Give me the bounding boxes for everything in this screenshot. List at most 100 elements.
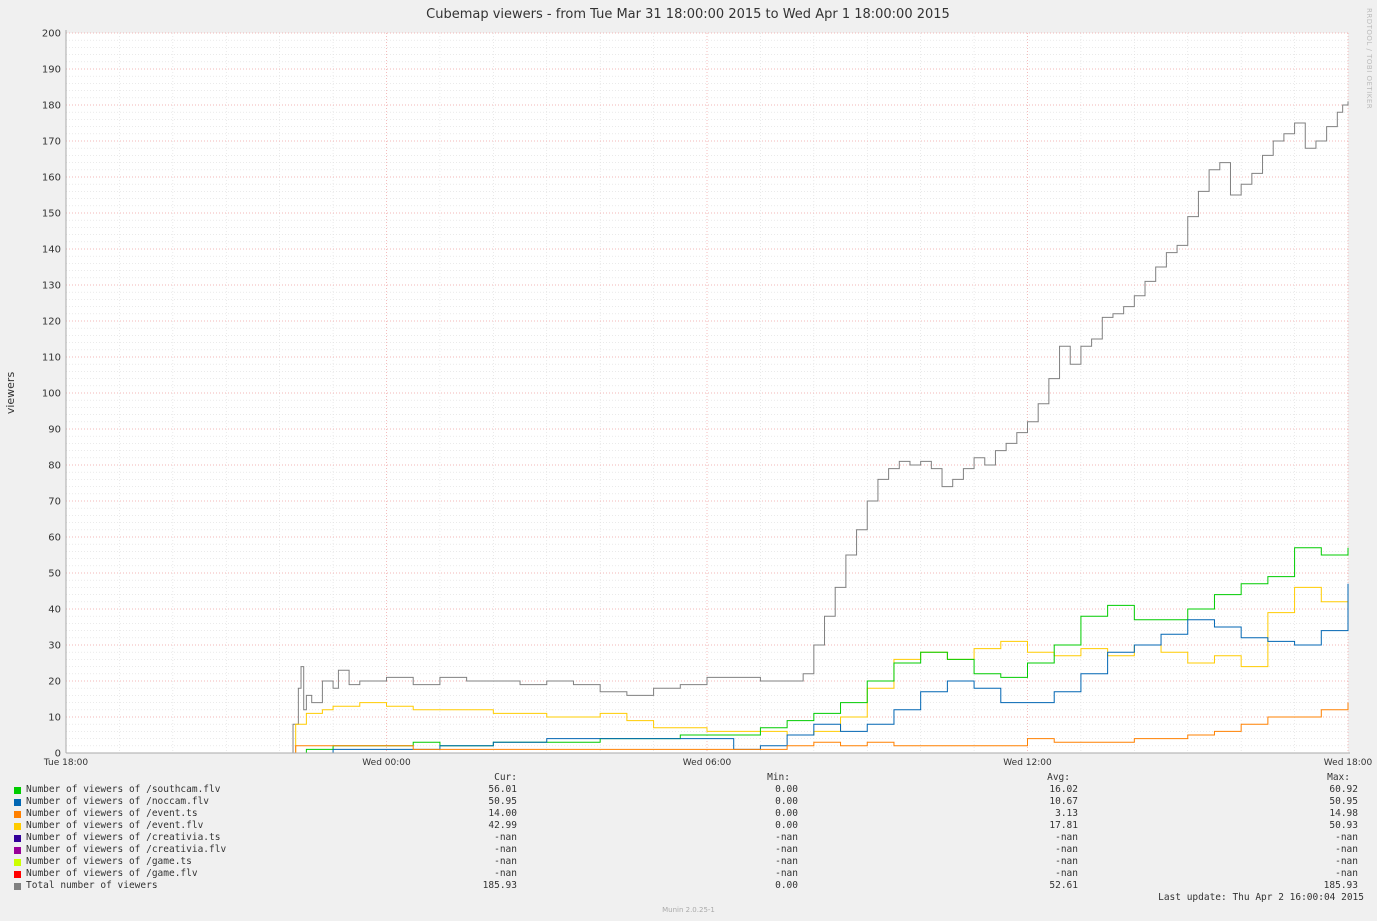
legend-value-avg: 3.13 xyxy=(1055,808,1078,819)
y-tick-label: 110 xyxy=(42,353,61,364)
y-tick-label: 90 xyxy=(48,425,61,436)
y-tick-label: 200 xyxy=(42,29,61,40)
y-tick-label: 0 xyxy=(55,749,61,760)
legend-value-max: 50.93 xyxy=(1329,820,1358,831)
y-tick-label: 160 xyxy=(42,173,61,184)
legend-value-max: 14.98 xyxy=(1329,808,1358,819)
x-tick-label: Wed 06:00 xyxy=(683,758,732,768)
legend-label: Total number of viewers xyxy=(26,880,158,891)
y-tick-label: 20 xyxy=(48,677,61,688)
legend-value-max: -nan xyxy=(1335,868,1358,879)
legend-label: Number of viewers of /game.ts xyxy=(26,856,192,867)
legend-header-max: Max: xyxy=(1327,772,1350,783)
legend-value-cur: 50.95 xyxy=(488,796,517,807)
y-tick-label: 120 xyxy=(42,317,61,328)
y-tick-label: 100 xyxy=(42,389,61,400)
legend-row: Number of viewers of /event.flv 42.99 0.00… xyxy=(0,820,1377,832)
legend-row: Number of viewers of /creativia.ts -nan -n… xyxy=(0,832,1377,844)
legend-row: Number of viewers of /game.ts -nan -nan -na… xyxy=(0,856,1377,868)
x-tick-label: Wed 00:00 xyxy=(362,758,411,768)
legend-label: Number of viewers of /event.ts xyxy=(26,808,198,819)
legend-value-avg: 16.02 xyxy=(1049,784,1078,795)
legend-value-min: -nan xyxy=(775,832,798,843)
legend-value-max: -nan xyxy=(1335,856,1358,867)
legend-value-avg: 17.81 xyxy=(1049,820,1078,831)
legend-swatch xyxy=(14,871,21,878)
series-line-0 xyxy=(66,101,1349,754)
y-tick-label: 60 xyxy=(48,533,61,544)
legend-value-min: -nan xyxy=(775,868,798,879)
legend-value-cur: 42.99 xyxy=(488,820,517,831)
legend-value-max: 185.93 xyxy=(1323,880,1358,891)
y-tick-label: 150 xyxy=(42,209,61,220)
y-tick-label: 50 xyxy=(48,569,61,580)
rrdtool-watermark: RRDTOOL / TOBI OETIKER xyxy=(1365,8,1373,110)
y-tick-label: 70 xyxy=(48,497,61,508)
series-line-4 xyxy=(66,702,1349,754)
legend-value-cur: 185.93 xyxy=(482,880,517,891)
legend-value-cur: 14.00 xyxy=(488,808,517,819)
legend-value-max: -nan xyxy=(1335,844,1358,855)
x-tick-label: Wed 18:00 xyxy=(1324,758,1373,768)
x-tick-label: Tue 18:00 xyxy=(43,758,88,768)
legend-value-max: 50.95 xyxy=(1329,796,1358,807)
chart-title: Cubemap viewers - from Tue Mar 31 18:00:… xyxy=(426,7,950,22)
legend-value-min: 0.00 xyxy=(775,796,798,807)
legend-row: Number of viewers of /creativia.flv -nan -… xyxy=(0,844,1377,856)
legend-row: Number of viewers of /event.ts 14.00 0.00 3… xyxy=(0,808,1377,820)
legend-swatch xyxy=(14,787,21,794)
legend-row: Number of viewers of /game.flv -nan -nan -n… xyxy=(0,868,1377,880)
legend-value-avg: -nan xyxy=(1055,844,1078,855)
legend-value-max: 60.92 xyxy=(1329,784,1358,795)
grid-lines xyxy=(65,32,1349,754)
legend-value-min: 0.00 xyxy=(775,784,798,795)
legend-label: Number of viewers of /creativia.ts xyxy=(26,832,221,843)
y-tick-label: 170 xyxy=(42,137,61,148)
y-tick-label: 130 xyxy=(42,281,61,292)
y-tick-label: 190 xyxy=(42,65,61,76)
series-lines xyxy=(66,101,1349,754)
legend-swatch xyxy=(14,835,21,842)
munin-version: Munin 2.0.25-1 xyxy=(662,906,715,914)
y-axis-label: viewers xyxy=(4,372,17,415)
legend-value-min: 0.00 xyxy=(775,820,798,831)
legend-value-min: 0.00 xyxy=(775,808,798,819)
legend-label: Number of viewers of /southcam.flv xyxy=(26,784,221,795)
legend-swatch xyxy=(14,859,21,866)
legend-value-avg: -nan xyxy=(1055,832,1078,843)
y-tick-label: 10 xyxy=(48,713,61,724)
axes: 0 10 20 30 40 50 60 70 80 90 100 110 120 130 140 150 160… xyxy=(42,29,1373,769)
legend-header-min: Min: xyxy=(767,772,790,783)
legend-value-cur: -nan xyxy=(494,868,517,879)
legend-label: Number of viewers of /creativia.flv xyxy=(26,844,227,855)
legend-swatch xyxy=(14,883,21,890)
legend-row: Number of viewers of /southcam.flv 56.01 0… xyxy=(0,784,1377,796)
legend-value-min: 0.00 xyxy=(775,880,798,891)
legend-value-max: -nan xyxy=(1335,832,1358,843)
legend-label: Number of viewers of /event.flv xyxy=(26,820,204,831)
legend-swatch xyxy=(14,847,21,854)
y-tick-label: 30 xyxy=(48,641,61,652)
legend-value-avg: -nan xyxy=(1055,856,1078,867)
legend-row: Number of viewers of /noccam.flv 50.95 0.0… xyxy=(0,796,1377,808)
legend-value-cur: -nan xyxy=(494,832,517,843)
legend-value-avg: -nan xyxy=(1055,868,1078,879)
legend-label: Number of viewers of /game.flv xyxy=(26,868,198,879)
legend-value-avg: 10.67 xyxy=(1049,796,1078,807)
legend-value-cur: -nan xyxy=(494,856,517,867)
legend-value-min: -nan xyxy=(775,856,798,867)
legend-header-avg: Avg: xyxy=(1047,772,1070,783)
y-tick-label: 140 xyxy=(42,245,61,256)
x-tick-label: Wed 12:00 xyxy=(1003,758,1052,768)
legend-label: Number of viewers of /noccam.flv xyxy=(26,796,210,807)
legend-value-cur: 56.01 xyxy=(488,784,517,795)
y-tick-label: 40 xyxy=(48,605,61,616)
legend-header-cur: Cur: xyxy=(494,772,517,783)
legend-row: Total number of viewers 185.93 0.00 52.61 18… xyxy=(0,880,1377,892)
legend-swatch xyxy=(14,799,21,806)
legend-value-min: -nan xyxy=(775,844,798,855)
series-line-3 xyxy=(66,583,1349,754)
legend-value-cur: -nan xyxy=(494,844,517,855)
last-update: Last update: Thu Apr 2 16:00:04 2015 xyxy=(1158,892,1364,903)
